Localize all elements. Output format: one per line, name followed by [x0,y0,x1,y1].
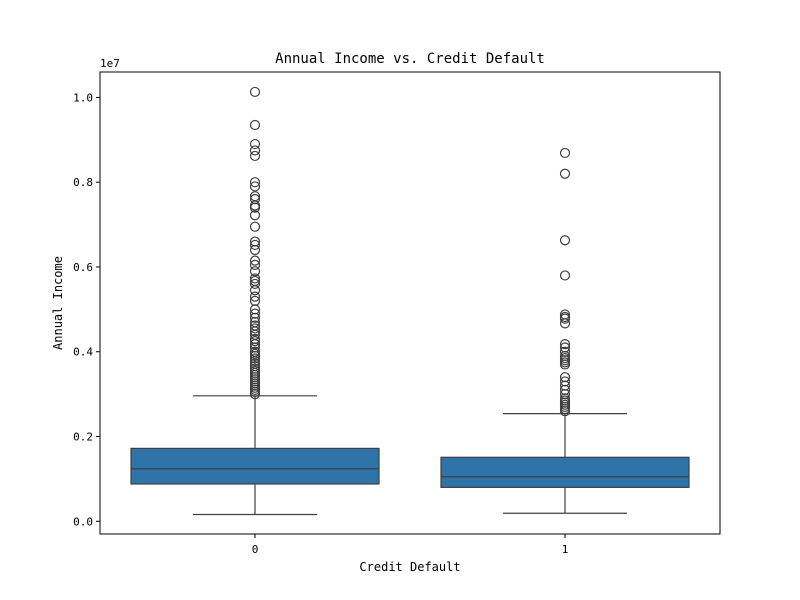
outlier-point [249,210,261,221]
outlier-point [249,221,261,232]
y-axis-label: Annual Income [51,256,65,350]
outlier-point [559,339,571,350]
outlier-point [249,177,261,188]
outlier-point [559,147,571,159]
outlier-point [249,255,261,266]
y-tick-label: 0.0 [73,515,93,528]
outlier-point [249,119,261,131]
iqr-box [440,456,690,488]
outlier-point [249,266,261,277]
outlier-point [249,273,261,284]
outlier-point [249,285,261,296]
x-tick-label: 1 [562,543,569,556]
outlier-point [249,138,261,150]
outlier-point [249,353,261,364]
axes-frame [99,71,721,535]
outlier-point [249,86,261,98]
plot-area: 0.0 0.2 0.4 0.6 0.8 1.0 0 1 [73,86,690,556]
outlier-point [249,239,261,251]
outlier-point [249,389,261,400]
outlier-point [249,244,261,256]
outlier-point [559,318,571,329]
y-tick-label: 0.8 [73,176,93,189]
y-tick-label: 0.6 [73,261,93,274]
outlier-point [249,259,261,270]
outlier-point [249,150,261,162]
outlier-point [249,323,261,334]
outlier-point [249,202,261,213]
outlier-point [559,405,571,417]
y-tick-label: 1.0 [73,91,93,104]
x-tick-label: 0 [252,543,259,556]
outlier-point [559,270,571,281]
y-offset-label: 1e7 [100,57,120,70]
y-tick-label: 0.4 [73,346,93,359]
outlier-point [559,359,571,370]
outlier-point [249,339,261,350]
outlier-point [249,181,261,192]
outlier-point [559,235,571,246]
outlier-point [249,312,261,323]
outlier-point [249,355,261,367]
outlier-point [249,291,261,302]
x-axis-label: Credit Default [359,560,460,574]
outlier-point [559,313,571,324]
outlier-point [249,326,261,337]
chart-title: Annual Income vs. Credit Default [275,51,545,67]
outlier-point [249,278,261,290]
outlier-point [249,200,261,211]
outlier-point [249,145,261,156]
y-tick-label: 0.2 [73,431,93,444]
iqr-box [130,447,380,485]
outlier-point [249,336,261,347]
outlier-point [249,350,261,362]
outlier-point [559,168,571,179]
